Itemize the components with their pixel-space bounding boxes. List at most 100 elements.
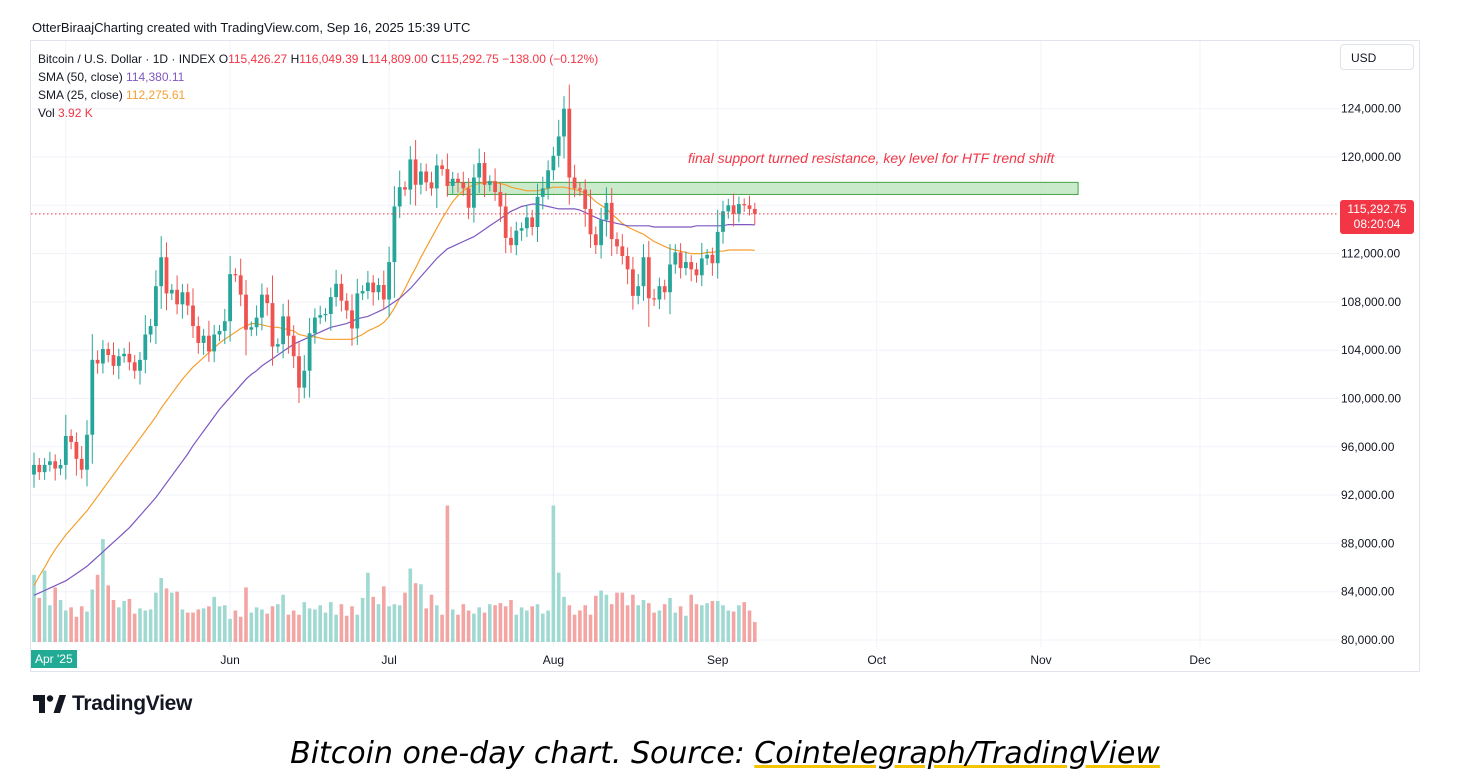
candle-body	[567, 108, 572, 178]
candle-body	[334, 283, 338, 298]
candle-body	[599, 219, 603, 246]
candle	[546, 160, 550, 200]
candle-body	[546, 170, 550, 189]
candle-body	[275, 344, 280, 347]
x-tick-label: Nov	[1030, 653, 1051, 667]
y-tick-label: 88,000.00	[1341, 536, 1395, 550]
chart-frame[interactable]: 80,000.00 84,000.00 88,000.00 92,000.00 96,0…	[30, 40, 1420, 672]
figure-caption: Bitcoin one-day chart. Source: Cointeleg…	[0, 736, 1450, 771]
legend-sma25-row[interactable]: SMA (25, close) 112,275.61	[38, 86, 598, 104]
candle	[313, 308, 317, 344]
volume-bar	[307, 608, 312, 642]
volume-bar	[201, 608, 206, 642]
candle	[238, 258, 243, 307]
candle-body	[466, 188, 471, 208]
candle	[143, 315, 148, 374]
x-tick-label: Jul	[381, 653, 396, 667]
candle	[90, 334, 95, 464]
legend-vol-row[interactable]: Vol 3.92 K	[38, 104, 598, 122]
volume-bar	[111, 600, 116, 642]
candle	[207, 320, 211, 362]
volume-bar	[212, 596, 216, 642]
volume-bar	[662, 604, 667, 642]
candle-body	[715, 231, 720, 264]
candle	[668, 243, 672, 315]
y-tick-label: 96,000.00	[1341, 440, 1395, 454]
candle	[222, 308, 227, 345]
candle-body	[143, 334, 148, 360]
volume-bar	[217, 606, 222, 642]
candle	[731, 193, 736, 227]
volume-bar	[90, 589, 95, 642]
volume-bar	[191, 612, 195, 642]
volume-bar	[413, 583, 418, 642]
candle-body	[42, 464, 47, 473]
candle	[694, 262, 699, 283]
candle	[551, 146, 556, 181]
candle	[641, 244, 646, 301]
volume-bar	[636, 605, 640, 642]
volume-bar	[42, 570, 47, 642]
candle-body	[482, 163, 487, 185]
price-chart[interactable]: 80,000.00 84,000.00 88,000.00 92,000.00 96,0…	[31, 41, 1419, 671]
volume-bar	[371, 596, 375, 642]
x-tick-label: Aug	[543, 653, 564, 667]
candle-body	[710, 254, 715, 264]
chart-annotation[interactable]: final support turned resistance, key lev…	[688, 150, 1055, 166]
candle	[355, 278, 360, 345]
caption-source-link[interactable]: Cointelegraph/TradingView	[754, 736, 1160, 771]
volume-bar	[397, 605, 402, 642]
candle-body	[487, 181, 492, 185]
symbol-title[interactable]: Bitcoin / U.S. Dollar · 1D · INDEX	[38, 52, 216, 66]
candle	[63, 414, 68, 480]
candle	[493, 168, 497, 201]
currency-button[interactable]: USD	[1340, 44, 1414, 70]
volume-bar	[583, 605, 587, 642]
candle-body	[641, 257, 646, 287]
candle-body	[85, 434, 89, 470]
candle	[201, 328, 206, 355]
candle-body	[551, 155, 556, 171]
candle-body	[138, 359, 142, 371]
volume-bar	[143, 610, 148, 642]
candle	[122, 348, 126, 363]
time-axis: MayJunJulAugSepOctNovDec	[54, 653, 1210, 667]
candle	[371, 275, 376, 306]
candle-body	[646, 257, 651, 299]
candle-body	[673, 252, 678, 265]
tradingview-brand[interactable]: TradingView	[32, 692, 192, 716]
volume-bar	[721, 605, 725, 642]
volume-bar	[127, 598, 132, 642]
low-value: 114,809.00	[368, 52, 428, 66]
sma25-label: SMA (25, close)	[38, 88, 123, 102]
candle-body	[249, 327, 254, 330]
candle-body	[79, 458, 84, 470]
candle	[620, 234, 625, 265]
volume-bar	[588, 614, 593, 642]
volume-bar	[228, 618, 232, 642]
candle	[254, 305, 259, 336]
volume-bar	[101, 539, 105, 642]
candle	[705, 248, 709, 266]
volume-bar	[609, 604, 614, 642]
candle	[127, 342, 132, 371]
chart-legend: Bitcoin / U.S. Dollar · 1D · INDEX O115,…	[38, 50, 598, 122]
candle	[85, 420, 89, 487]
candle	[286, 299, 291, 354]
volume-bar	[519, 607, 524, 642]
candle	[217, 325, 222, 342]
candle-body	[694, 269, 699, 276]
candle	[466, 178, 471, 220]
candle-body	[116, 356, 121, 366]
candle	[429, 171, 434, 196]
candle	[752, 202, 757, 225]
candle	[323, 308, 328, 322]
candle-body	[148, 326, 153, 335]
y-tick-label: 100,000.00	[1341, 392, 1401, 406]
volume-bar	[58, 600, 63, 642]
candle-body	[397, 187, 402, 207]
candle	[699, 242, 704, 287]
legend-sma50-row[interactable]: SMA (50, close) 114,380.11	[38, 68, 598, 86]
candle-body	[456, 178, 460, 183]
volume-bar	[207, 606, 211, 642]
